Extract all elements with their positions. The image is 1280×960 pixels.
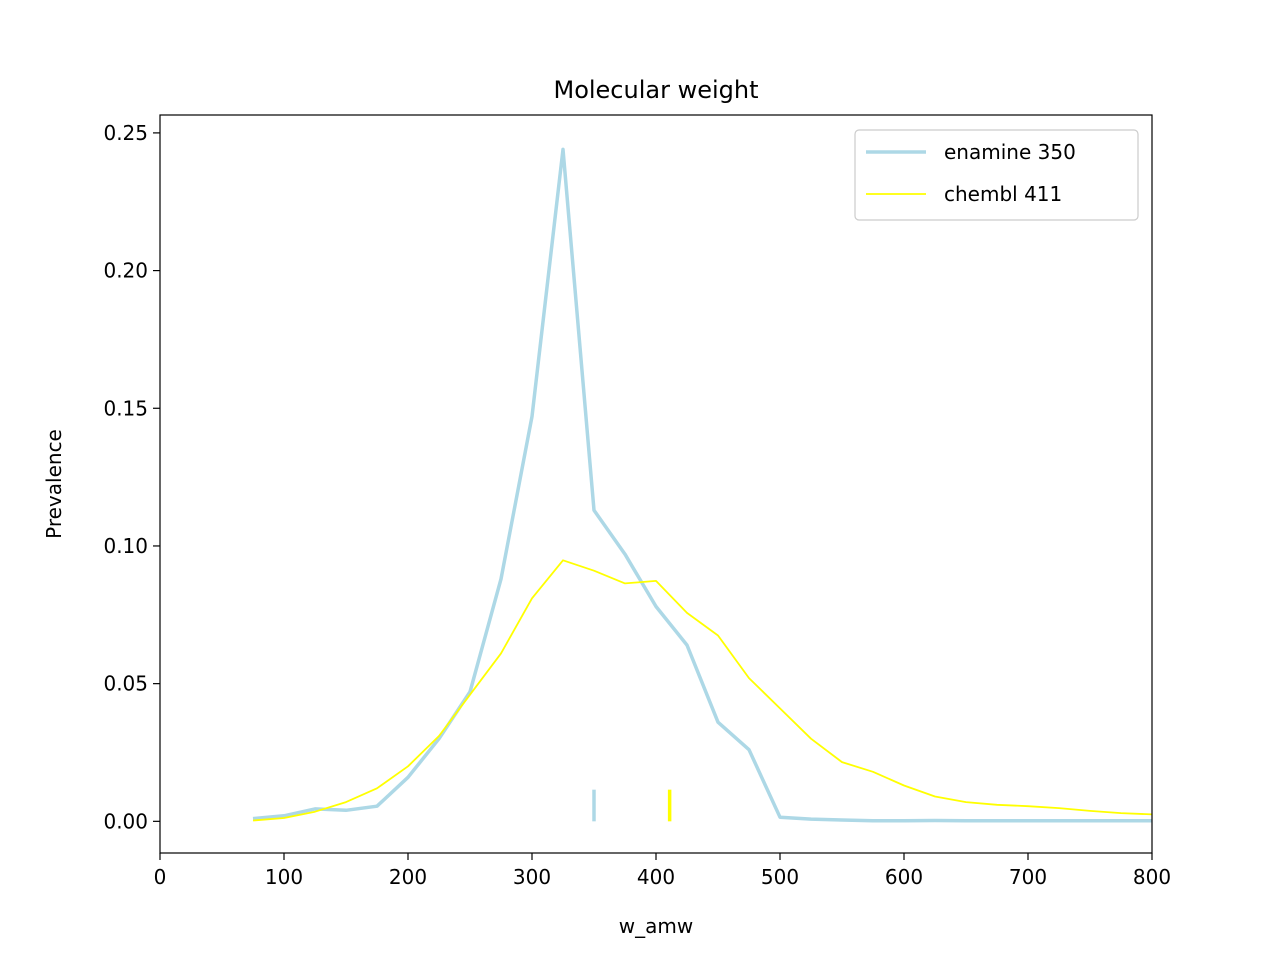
x-tick-label: 200 <box>389 865 427 889</box>
series-line-enamine <box>252 147 1152 823</box>
y-tick-label: 0.05 <box>103 672 148 696</box>
mean-marker-layer <box>592 789 672 822</box>
x-axis-label: w_amw <box>619 914 693 938</box>
y-tick-label: 0.10 <box>103 534 148 558</box>
legend-label-enamine: enamine 350 <box>944 140 1076 164</box>
y-axis-ticks: 0.00 0.05 0.10 0.15 0.20 0.25 <box>103 121 160 833</box>
legend: enamine 350 chembl 411 <box>854 129 1139 221</box>
x-tick-label: 0 <box>154 865 167 889</box>
x-tick-label: 600 <box>885 865 923 889</box>
x-tick-label: 300 <box>513 865 551 889</box>
y-tick-label: 0.00 <box>103 809 148 833</box>
y-tick-label: 0.15 <box>103 396 148 420</box>
y-tick-label: 0.20 <box>103 259 148 283</box>
plot-frame <box>159 114 1153 854</box>
x-tick-label: 500 <box>761 865 799 889</box>
series-layer <box>252 147 1152 823</box>
y-tick-label: 0.25 <box>103 121 148 145</box>
x-tick-label: 400 <box>637 865 675 889</box>
chart-title: Molecular weight <box>553 76 758 104</box>
series-line-chembl <box>252 559 1152 822</box>
x-tick-label: 700 <box>1009 865 1047 889</box>
x-axis-ticks: 0 100 200 300 400 500 600 700 800 <box>154 853 1171 889</box>
y-axis-label: Prevalence <box>42 429 66 539</box>
x-tick-label: 800 <box>1133 865 1171 889</box>
legend-label-chembl: chembl 411 <box>944 182 1062 206</box>
x-tick-label: 100 <box>265 865 303 889</box>
